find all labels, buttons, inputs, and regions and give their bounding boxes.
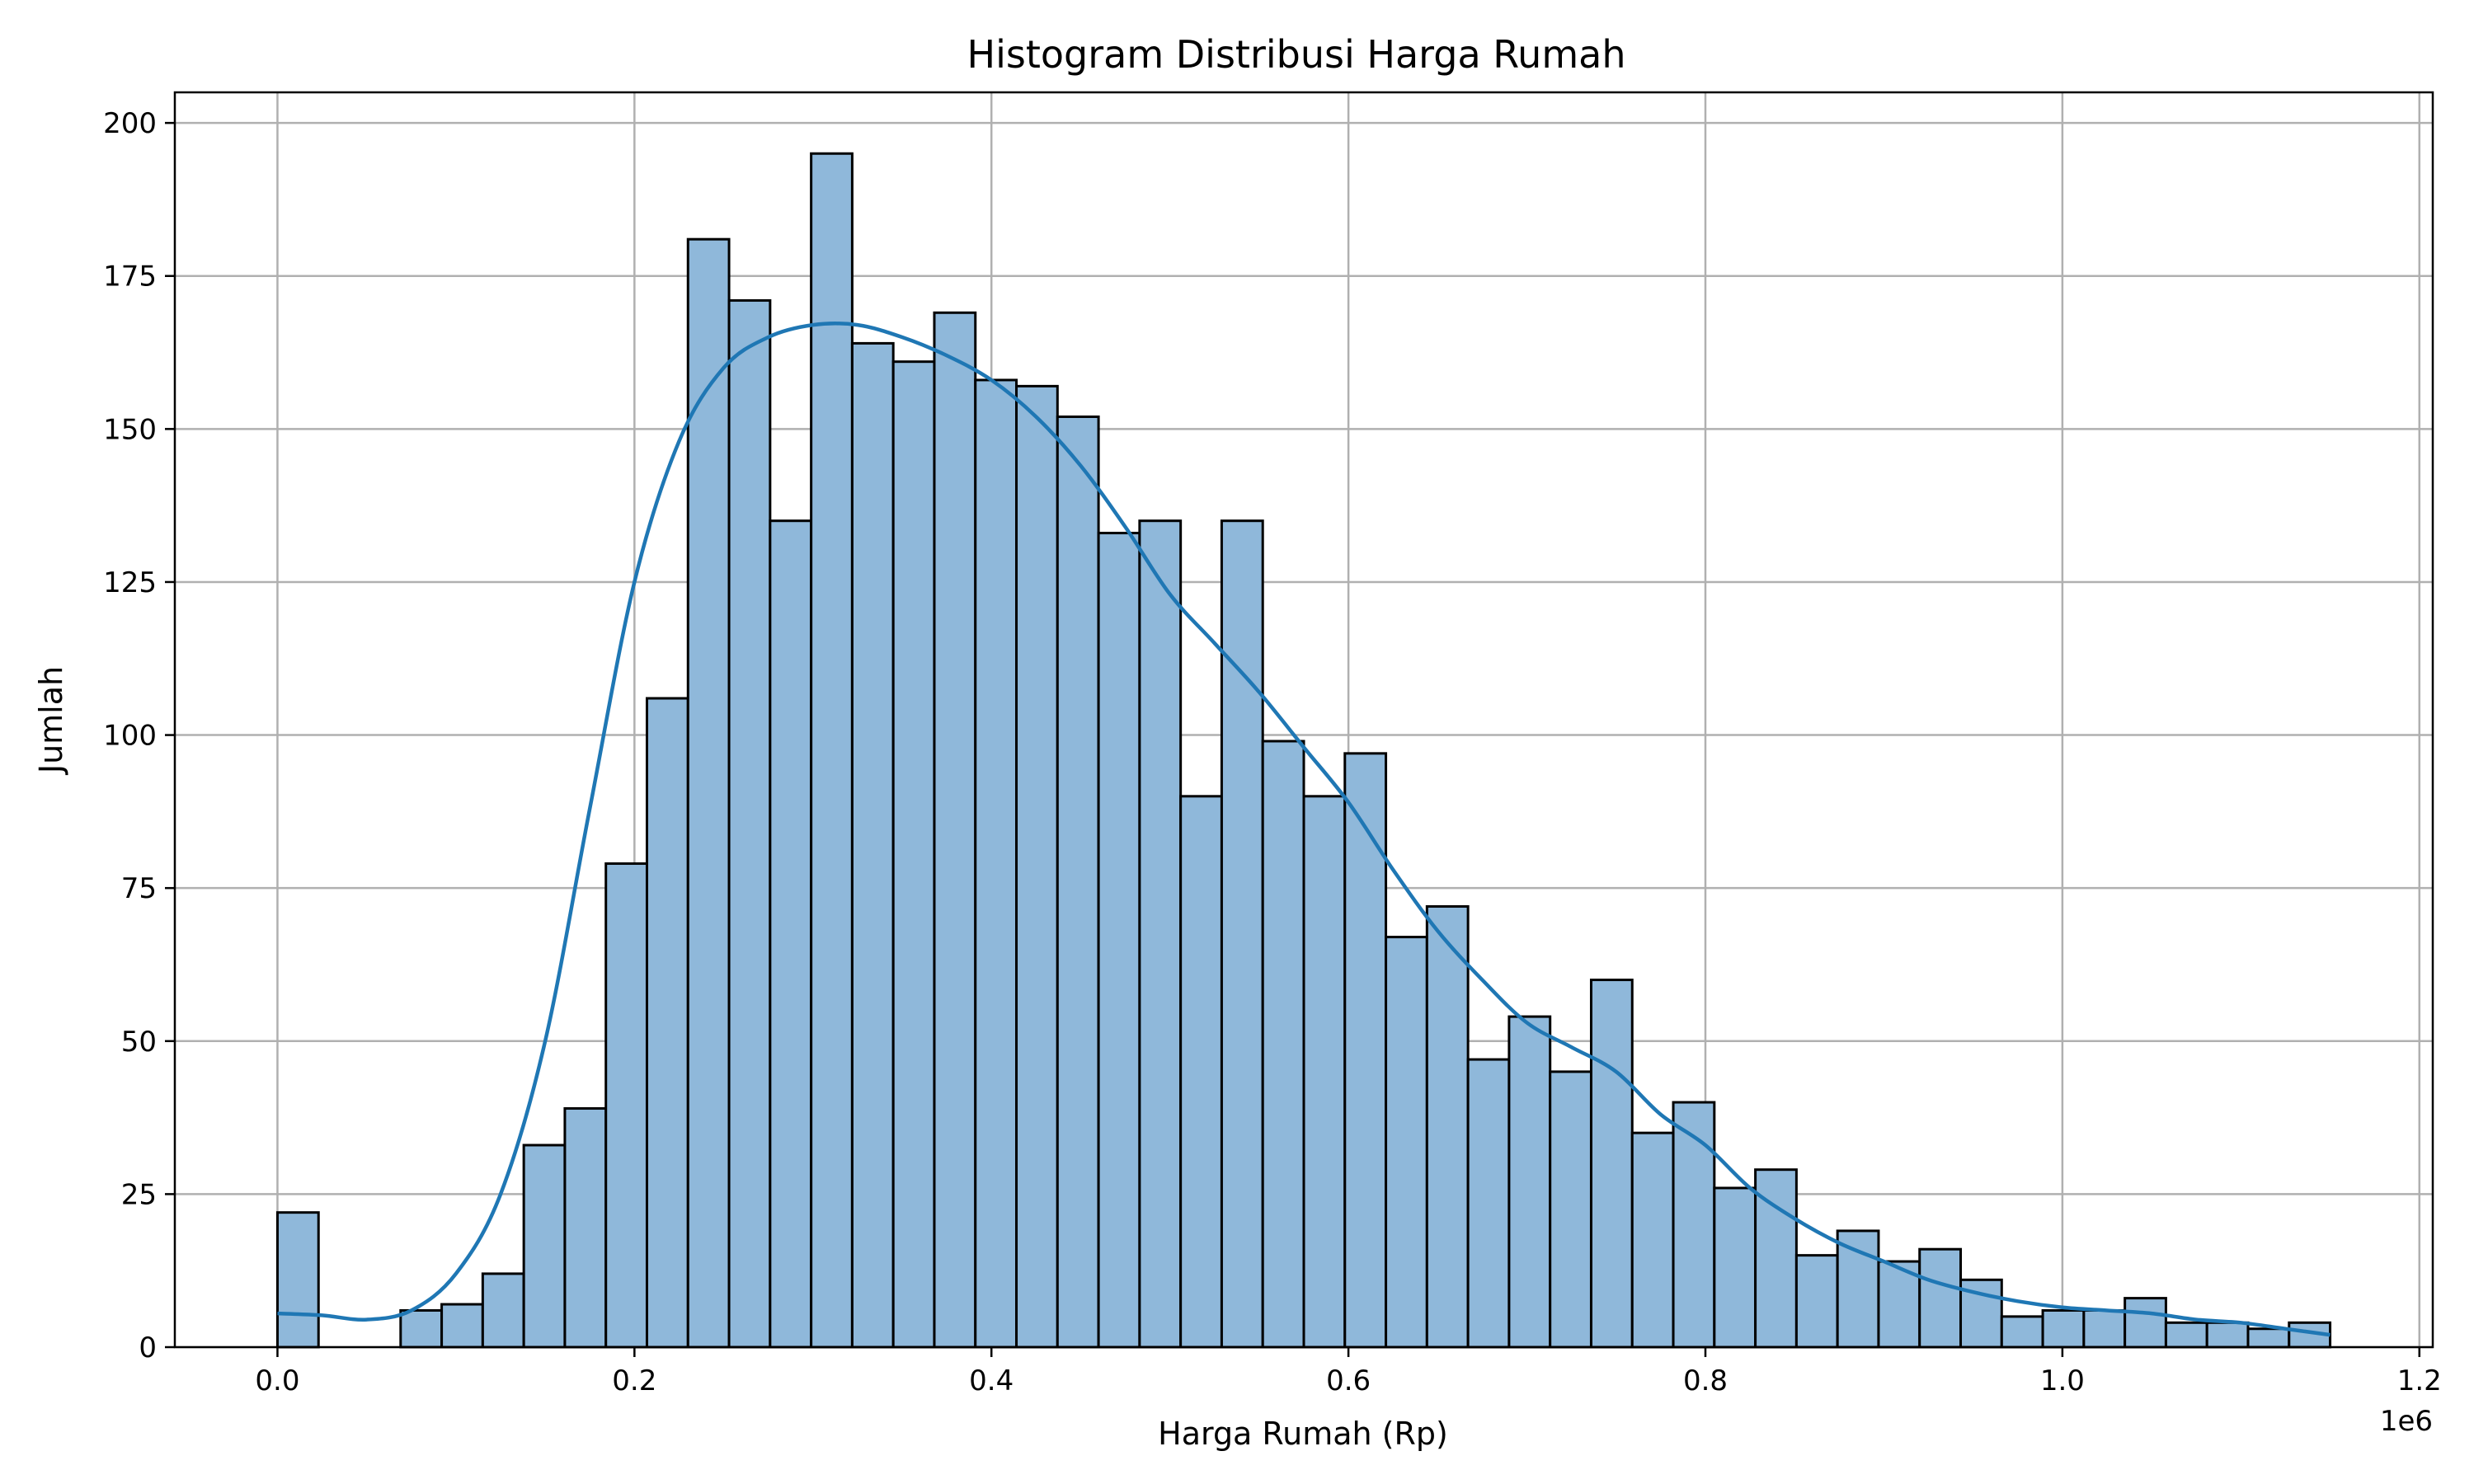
- y-tick-label: 75: [121, 872, 157, 905]
- histogram-bar: [604, 862, 648, 1349]
- histogram-bar: [1713, 1186, 1757, 1349]
- x-axis-label: Harga Rumah (Rp): [1158, 1416, 1448, 1452]
- x-axis-ticks: 0.0 0.2 0.4 0.6 0.8 1.0 1.2: [255, 1347, 2442, 1397]
- chart-title: Histogram Distribusi Harga Rumah: [967, 32, 1626, 77]
- y-tick-label: 100: [103, 720, 157, 753]
- histogram-bar: [2000, 1315, 2044, 1349]
- histogram-bar: [2041, 1308, 2086, 1349]
- histogram-bar: [645, 697, 689, 1349]
- histogram-bar: [563, 1106, 608, 1349]
- kde-curve: [277, 322, 2331, 1337]
- histogram-bar: [1261, 740, 1305, 1349]
- histogram-bar: [275, 1211, 320, 1349]
- histogram-bar: [440, 1303, 484, 1349]
- histogram-bar: [769, 519, 813, 1349]
- y-tick-label: 25: [121, 1178, 157, 1211]
- histogram-bar: [1836, 1229, 1880, 1349]
- histogram-bar: [1425, 904, 1470, 1349]
- y-tick-label: 150: [103, 413, 157, 446]
- x-tick-label: 0.6: [1326, 1364, 1371, 1397]
- histogram-bar: [481, 1272, 525, 1349]
- histogram-bar: [933, 311, 977, 1349]
- histogram-bar: [1056, 415, 1100, 1349]
- x-tick-label: 1.0: [2040, 1364, 2085, 1397]
- histogram-bar: [1179, 795, 1223, 1349]
- histogram-bar: [891, 360, 936, 1349]
- y-tick-label: 0: [139, 1331, 157, 1364]
- histogram-bar: [1672, 1101, 1716, 1349]
- x-tick-label: 0.0: [255, 1364, 299, 1397]
- y-tick-label: 50: [121, 1026, 157, 1059]
- histogram-bar: [1918, 1247, 1963, 1349]
- histogram-bar: [1794, 1254, 1839, 1349]
- histogram-bar: [2205, 1321, 2250, 1349]
- plot-frame: [173, 91, 2434, 1349]
- grid-lines: [175, 92, 2433, 1349]
- histogram-bar: [1097, 532, 1141, 1349]
- histogram-bar: [1589, 979, 1634, 1349]
- histogram-bar: [1549, 1070, 1592, 1349]
- x-tick-label: 1.2: [2397, 1364, 2442, 1397]
- y-tick-label: 125: [103, 566, 157, 599]
- histogram-bar: [2082, 1308, 2127, 1349]
- histogram-bar: [1385, 936, 1428, 1349]
- y-axis-label: Jumlah: [33, 666, 69, 775]
- histogram-bar: [2164, 1321, 2208, 1349]
- x-tick-label: 0.2: [612, 1364, 656, 1397]
- histogram-bar: [1302, 795, 1347, 1349]
- histogram-bar: [2246, 1327, 2291, 1349]
- histogram-bars: [275, 152, 2332, 1349]
- histogram-bar: [1507, 1015, 1552, 1349]
- histogram-bar: [522, 1144, 567, 1349]
- y-tick-label: 175: [103, 261, 157, 294]
- histogram-bar: [1138, 519, 1183, 1349]
- histogram-bar: [686, 237, 731, 1349]
- histogram-bar: [1466, 1058, 1511, 1349]
- histogram-bar: [1343, 752, 1388, 1349]
- x-tick-label: 0.4: [969, 1364, 1014, 1397]
- histogram-bar: [1630, 1131, 1675, 1349]
- x-axis-offset-label: 1e6: [2380, 1405, 2433, 1438]
- y-axis-ticks: 0 25 50 75 100 125 150 175 200: [103, 107, 175, 1364]
- histogram-bar: [1015, 384, 1059, 1349]
- histogram-bar: [2124, 1297, 2167, 1349]
- histogram-bar: [850, 341, 895, 1349]
- histogram-bar: [399, 1308, 444, 1349]
- histogram-bar: [810, 152, 854, 1349]
- histogram-bar: [1220, 519, 1264, 1349]
- x-tick-label: 0.8: [1683, 1364, 1728, 1397]
- histogram-bar: [727, 298, 772, 1349]
- y-tick-label: 200: [103, 107, 157, 140]
- histogram-bar: [974, 378, 1018, 1349]
